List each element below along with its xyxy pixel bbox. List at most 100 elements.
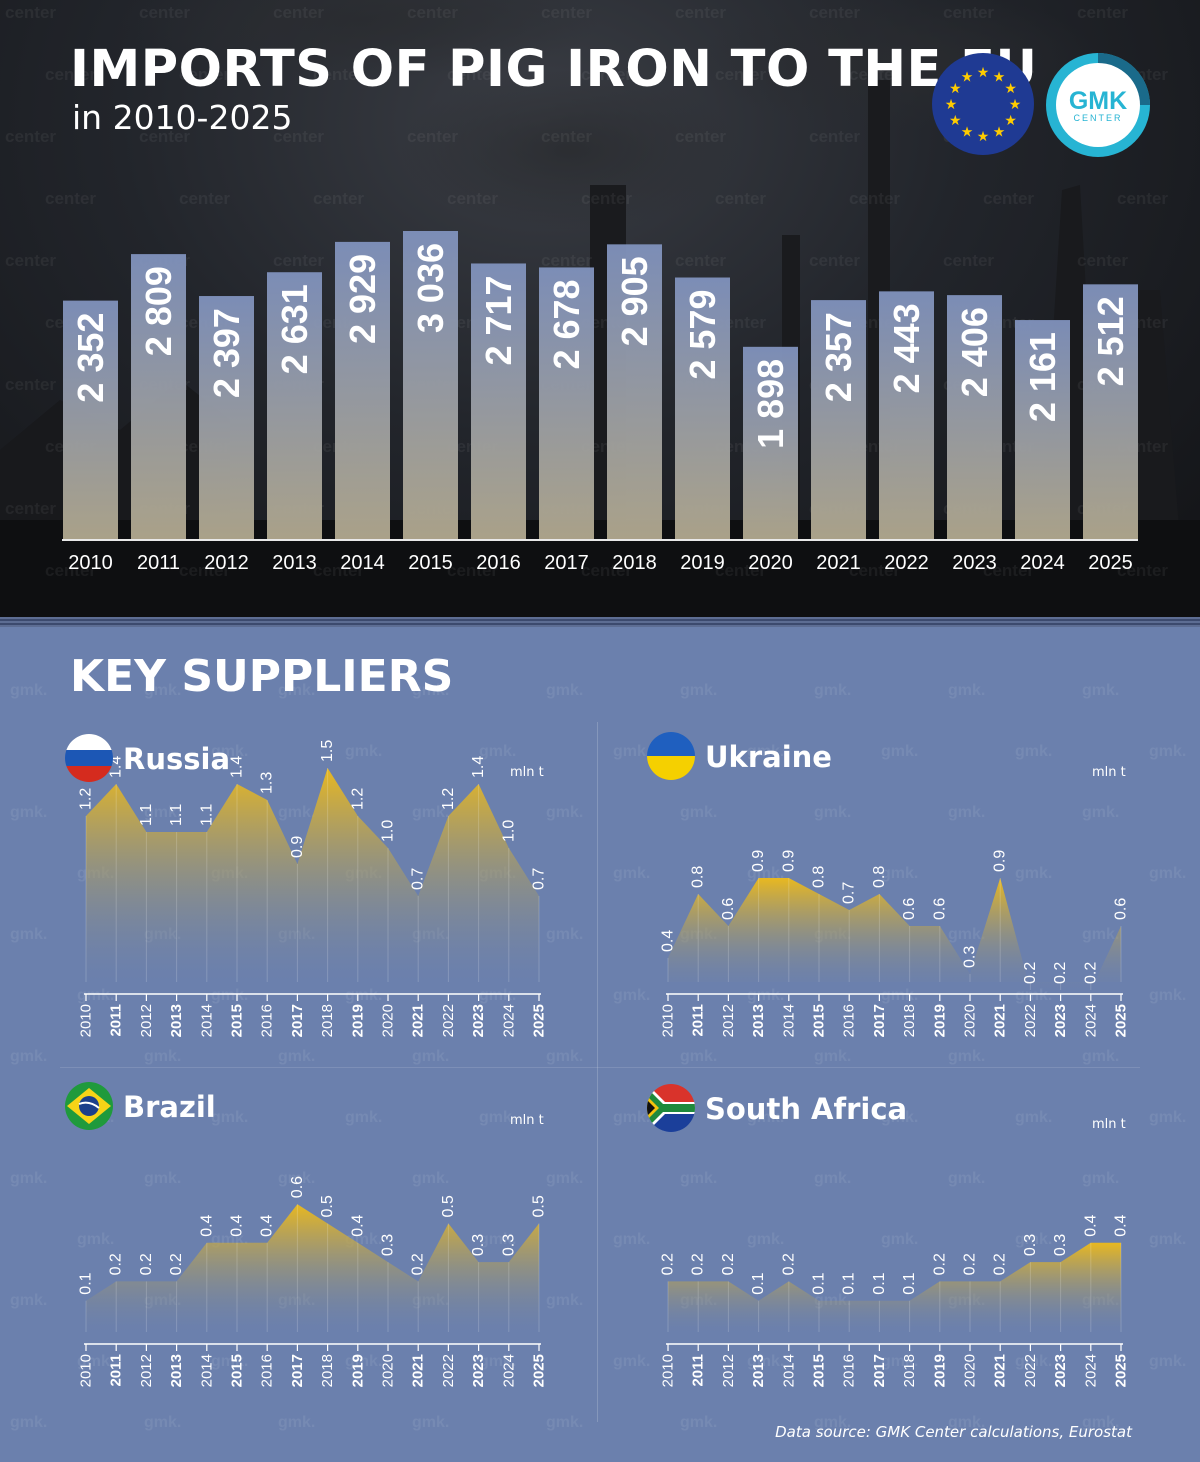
x-tick-label: 2011 (137, 552, 180, 574)
watermark-text: gmk. (144, 1048, 181, 1065)
x-tick-label: 2025 (1113, 1004, 1130, 1037)
x-tick-label: 2013 (168, 1004, 185, 1037)
x-tick-label: 2019 (349, 1004, 366, 1037)
watermark-text: center (139, 127, 190, 146)
watermark-text: gmk. (479, 1109, 516, 1126)
watermark-text: center (581, 561, 632, 580)
x-tick-label: 2015 (811, 1004, 828, 1037)
watermark-text: gmk. (1082, 1414, 1119, 1431)
bar-2024 (1015, 320, 1070, 540)
panel-ukraine: 0.4 2010 0.8 2011 0.6 2012 0.9 2013 0.9 2014 0.8 20… (645, 730, 1200, 1100)
watermark-text: gmk. (1015, 865, 1052, 882)
panel-russia: 1.2 2010 1.4 2011 1.1 2012 1.1 2013 1.1 2014 1.4 20… (63, 732, 653, 1102)
data-label: 0.7 (531, 868, 548, 890)
watermark-text: gmk. (144, 804, 181, 821)
x-tick-label: 2024 (1082, 1354, 1099, 1387)
watermark-text: gmk. (1149, 987, 1186, 1004)
panel-brazil: 0.1 2010 0.2 2011 0.2 2012 0.2 2013 0.4 2014 0.4 20… (63, 1080, 653, 1450)
watermark-text: gmk. (479, 743, 516, 760)
watermark-text: gmk. (10, 1414, 47, 1431)
watermark-text: gmk. (881, 1353, 918, 1370)
watermark-text: center (45, 561, 96, 580)
watermark-text: gmk. (1149, 743, 1186, 760)
x-tick-label: 2014 (340, 552, 385, 574)
x-tick-label: 2010 (78, 1004, 95, 1037)
watermark-text: gmk. (881, 1109, 918, 1126)
x-tick-label: 2018 (319, 1004, 336, 1037)
x-tick-label: 2016 (476, 552, 521, 574)
eu-stars: ★ ★★★★★★★★★★★ (945, 65, 1022, 145)
watermark-text: center (273, 251, 324, 270)
x-tick-label: 2019 (349, 1354, 366, 1387)
watermark-text: gmk. (412, 1170, 449, 1187)
watermark-text: gmk. (345, 987, 382, 1004)
watermark-text: center (943, 251, 994, 270)
x-tick-label: 2025 (531, 1004, 548, 1037)
bar-2013 (267, 272, 322, 540)
eu-star-icon: ★ (993, 125, 1006, 141)
x-tick-label: 2021 (816, 552, 861, 574)
unit-label: mln t (510, 1113, 544, 1128)
watermark-text: gmk. (747, 1109, 784, 1126)
data-label: 0.3 (500, 1234, 517, 1256)
south-africa-area-chart: 0.2 2010 0.2 2011 0.2 2012 0.1 2013 0.2 2014 0.1 20… (660, 1214, 1130, 1387)
eu-star-icon: ★ (993, 69, 1006, 85)
bar-value-label: 2 809 (138, 266, 179, 356)
x-tick-label: 2020 (380, 1354, 397, 1387)
south-africa-flag-icon (647, 1084, 695, 1132)
watermark-text: gmk. (948, 682, 985, 699)
data-label: 0.7 (410, 868, 427, 890)
data-source-note: Data source: GMK Center calculations, Eu… (775, 1423, 1132, 1441)
watermark-text: gmk. (211, 987, 248, 1004)
eu-star-icon: ★ (977, 65, 990, 81)
data-label: 0.2 (108, 1253, 125, 1275)
watermark-text: gmk. (278, 804, 315, 821)
watermark-text: gmk. (814, 1048, 851, 1065)
x-tick-label: 2022 (440, 1354, 457, 1387)
data-label: 0.2 (690, 1253, 707, 1275)
x-tick-label: 2024 (1020, 552, 1065, 574)
data-label: 0.2 (720, 1253, 737, 1275)
data-label: 0.2 (962, 1253, 979, 1275)
x-tick-label: 2025 (1088, 552, 1133, 574)
watermark-text: gmk. (1082, 682, 1119, 699)
watermark-text: gmk. (10, 1048, 47, 1065)
x-tick-label: 2018 (901, 1354, 918, 1387)
section-divider (0, 617, 1200, 627)
x-tick-label: 2022 (440, 1004, 457, 1037)
watermark-text: gmk. (412, 804, 449, 821)
watermark-text: gmk. (1149, 1109, 1186, 1126)
data-label: 0.6 (1113, 898, 1130, 920)
ukraine-flag-icon (647, 732, 695, 780)
bar-value-label: 3 036 (410, 243, 451, 333)
unit-label: mln t (510, 765, 544, 780)
watermark-text: center (983, 189, 1034, 208)
watermark-text: gmk. (613, 987, 650, 1004)
watermark-text: gmk. (278, 1048, 315, 1065)
x-tick-label: 2010 (660, 1004, 677, 1037)
x-tick-label: 2010 (660, 1354, 677, 1387)
x-tick-label: 2012 (138, 1004, 155, 1037)
watermark-text: center (849, 189, 900, 208)
watermark-text: center (5, 499, 56, 518)
watermark-text: center (675, 3, 726, 22)
bar-2020 (743, 346, 798, 540)
watermark-text: gmk. (345, 1109, 382, 1126)
watermark-text: gmk. (680, 804, 717, 821)
bar-value-label: 2 579 (682, 290, 723, 380)
data-label: 0.2 (1052, 962, 1069, 984)
data-label: 0.1 (871, 1272, 888, 1294)
x-tick-label: 2016 (841, 1004, 858, 1037)
watermark-text: gmk. (1082, 1048, 1119, 1065)
data-label: 0.4 (1113, 1214, 1130, 1236)
x-tick-label: 2010 (78, 1354, 95, 1387)
data-label: 0.4 (1082, 1214, 1099, 1236)
watermark-text: gmk. (613, 1231, 650, 1248)
watermark-text: gmk. (546, 1292, 583, 1309)
country-name: Ukraine (705, 740, 832, 774)
x-tick-label: 2011 (108, 1004, 125, 1037)
x-tick-label: 2024 (500, 1354, 517, 1387)
watermark-text: gmk. (345, 743, 382, 760)
data-label: 0.3 (1052, 1234, 1069, 1256)
watermark-text: center (1077, 3, 1128, 22)
